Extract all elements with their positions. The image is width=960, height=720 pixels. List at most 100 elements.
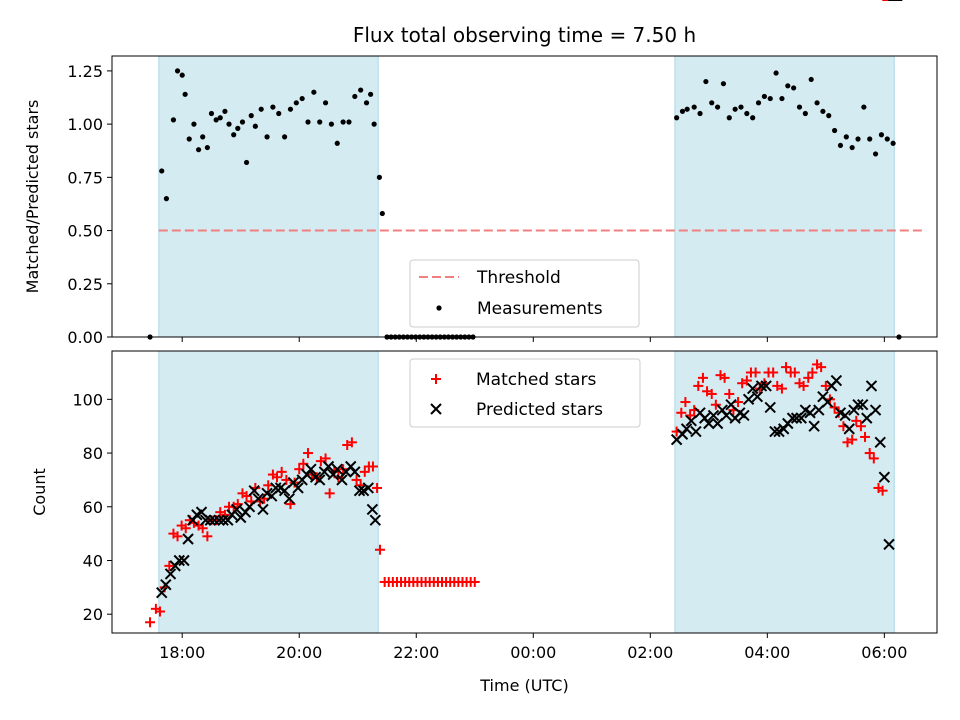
predicted-point [707,409,720,422]
measurement-point [195,147,202,153]
measurement-point [744,110,750,117]
legend-predicted-label: Predicted stars [476,400,603,420]
x-tick-label: 20:00 [276,643,322,662]
bottom-x-ticks: 18:00 20:00 22:00 00:00 02:00 04:00 06:00 [159,633,907,662]
bottom-legend: Matched stars Predicted stars [409,358,641,428]
predicted-point [178,554,190,567]
predicted-point [786,412,799,424]
matched-point [829,402,840,413]
measurement-point [814,100,820,106]
x-axis-label: Time (UTC) [479,676,568,695]
predicted-point [878,471,891,483]
predicted-point [243,501,256,513]
measurement-point [170,117,177,123]
measurement-point [204,144,210,151]
matched-point [877,485,888,496]
matched-point [750,367,761,378]
predicted-point [808,420,820,432]
predicted-point [690,425,702,438]
matched-point [164,560,175,571]
predicted-point [248,484,260,497]
top-x-ticks [181,337,885,342]
matched-point [816,362,827,373]
measurement-point [317,119,323,125]
matched-point [864,448,875,459]
measurement-point [322,100,329,106]
measurement-point [890,140,896,146]
measurement-point [872,151,879,157]
measurement-point [726,115,732,121]
predicted-point [156,587,168,599]
predicted-point [305,463,317,475]
measurement-point [785,83,791,89]
predicted-point [353,484,366,497]
measurement-point [200,134,206,140]
measurement-point [379,210,385,217]
y-tick-label: 1.25 [67,62,103,81]
predicted-point [252,493,264,505]
predicted-point [160,578,172,591]
measurement-point [861,104,867,110]
measurement-point [697,110,703,117]
measurement-point [826,113,832,119]
measurement-point [239,119,246,125]
measurement-point [732,106,738,112]
observing-window [674,55,895,338]
predicted-point [266,490,278,502]
predicted-point [199,514,212,526]
matched-point [741,375,752,386]
measurement-point [340,119,346,125]
measurement-point [270,104,276,110]
predicted-point [349,466,361,478]
measurement-point [878,132,885,138]
predicted-point [843,423,855,435]
predicted-point [208,514,221,526]
predicted-stars-series [156,0,903,599]
predicted-point [755,380,768,392]
measurement-point [182,91,188,97]
measurement-point [791,85,797,91]
measurement-point [867,136,873,142]
predicted-point [369,514,382,526]
predicted-point [821,396,834,408]
legend-threshold-label: Threshold [476,268,561,288]
predicted-point [314,474,326,486]
measurement-point [305,119,311,125]
y-tick-label: 100 [72,390,103,409]
measurement-point [334,140,340,146]
measurement-point [832,127,838,134]
y-tick-label: 20 [83,605,103,624]
predicted-point [865,380,878,392]
measurement-point [679,108,686,114]
measurement-point [761,93,767,100]
measurement-point [820,108,826,114]
legend-measurements-swatch [436,305,442,311]
predicted-point [742,393,755,406]
matched-point [789,367,800,378]
predicted-point [257,503,269,516]
measurement-point [714,104,721,110]
measurement-point [217,115,223,121]
matched-point [820,380,831,391]
predicted-point [874,436,886,449]
matched-point [768,367,779,378]
measurement-point [352,93,358,100]
legend-predicted-swatch [430,403,442,415]
y-tick-label: 0.75 [67,168,103,187]
predicted-point [839,409,851,422]
matched-point [202,531,213,542]
predicted-point [830,374,843,387]
predicted-point [331,463,343,475]
measurement-point [750,115,756,121]
predicted-point [769,425,781,438]
measurement-point [208,110,215,117]
measurement-point [363,100,370,106]
measurement-point [276,110,282,117]
predicted-point [213,514,225,526]
top-y-ticks: 0.00 0.25 0.50 0.75 1.00 1.25 [67,62,112,347]
predicted-point [217,514,229,526]
matched-point [320,453,331,464]
predicted-point [813,404,825,416]
measurement-point [796,104,803,110]
matched-point [807,367,818,378]
